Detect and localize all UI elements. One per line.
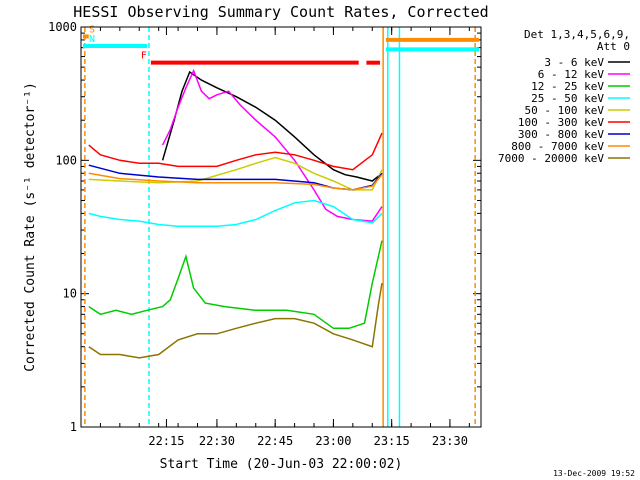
series-line: [88, 172, 383, 191]
flag-bars: SN F: [82, 24, 480, 65]
legend-entry-label: 300 - 800 keV: [518, 128, 604, 141]
legend-title: Det 1,3,4,5,6,9,: [524, 28, 630, 41]
y-tick-label: 10: [63, 287, 77, 301]
legend-entry-label: 3 - 6 keV: [544, 56, 604, 69]
x-tick-label: 22:15: [148, 434, 184, 448]
x-tick-label: 22:30: [199, 434, 235, 448]
legend-entry-label: 100 - 300 keV: [518, 116, 604, 129]
x-tick-label: 22:45: [257, 434, 293, 448]
chart-title: HESSI Observing Summary Count Rates, Cor…: [73, 3, 488, 21]
x-axis-label: Start Time (20-Jun-03 22:00:02): [160, 457, 403, 472]
legend-entry-label: 7000 - 20000 keV: [498, 152, 604, 165]
y-axis-label: Corrected Count Rate (s⁻¹ detector⁻¹): [23, 82, 38, 372]
series-line: [88, 240, 383, 330]
flag-label: N: [89, 34, 95, 45]
series-line: [88, 282, 383, 359]
x-tick-label: 23:30: [432, 434, 468, 448]
vertical-marker-lines: [84, 27, 476, 427]
y-tick-label: 1000: [48, 20, 77, 34]
y-tick-label: 1: [70, 420, 77, 434]
series-line: [88, 199, 383, 228]
legend-entry-label: 6 - 12 keV: [538, 68, 605, 81]
series-lines: [88, 68, 383, 359]
legend-entry-label: 25 - 50 keV: [531, 92, 604, 105]
series-line: [88, 132, 383, 171]
legend-entry-label: 12 - 25 keV: [531, 80, 604, 93]
footer-date: 13-Dec-2009 19:52: [553, 469, 635, 478]
flag-label: S: [89, 24, 95, 35]
x-tick-label: 23:15: [374, 434, 410, 448]
series-line: [161, 68, 383, 222]
x-tick-labels: 22:15 22:30 22:45 23:00 23:15 23:30: [148, 434, 468, 448]
y-tick-labels: 1 10 100 1000: [48, 20, 77, 434]
legend-entry-label: 800 - 7000 keV: [511, 140, 604, 153]
plot-frame: [80, 26, 482, 428]
legend-entry-label: 50 - 100 keV: [525, 104, 605, 117]
series-line: [161, 70, 383, 182]
x-tick-label: 23:00: [315, 434, 351, 448]
legend-subtitle: Att 0: [597, 40, 630, 53]
flag-label: F: [141, 51, 147, 62]
y-tick-label: 100: [55, 153, 77, 167]
